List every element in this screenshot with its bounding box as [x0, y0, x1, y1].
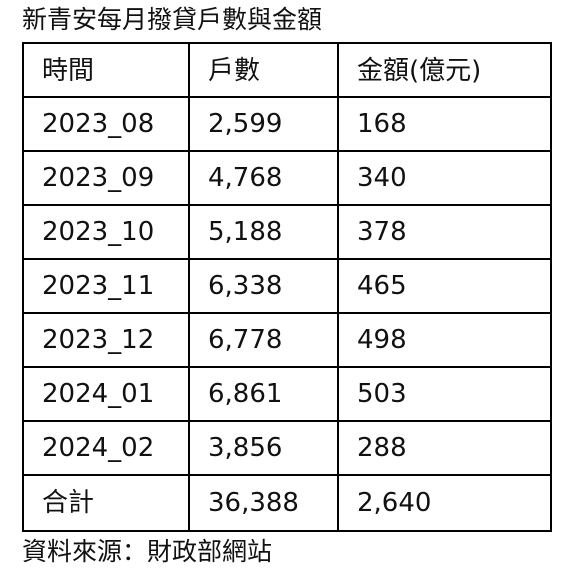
data-row: 2023_11 6,338 465 — [22, 258, 552, 314]
cell: 3,856 — [188, 420, 339, 476]
data-row: 2023_10 5,188 378 — [22, 204, 552, 260]
header-cell: 戶數 — [188, 42, 339, 98]
header-cell: 時間 — [22, 42, 190, 98]
data-row: 2024_02 3,856 288 — [22, 420, 552, 476]
cell: 465 — [337, 258, 552, 314]
cell: 6,778 — [188, 312, 339, 368]
cell: 6,861 — [188, 366, 339, 422]
cell: 4,768 — [188, 150, 339, 206]
cell: 6,338 — [188, 258, 339, 314]
cell: 2023_09 — [22, 150, 190, 206]
cell: 36,388 — [188, 474, 339, 532]
cell: 2024_02 — [22, 420, 190, 476]
cell: 2023_08 — [22, 96, 190, 152]
data-row: 2023_09 4,768 340 — [22, 150, 552, 206]
title: 新青安每月撥貸戶數與金額 — [22, 5, 323, 34]
table: 時間 戶數 金額(億元) 2023_08 2,599 168 2023_09 4,768 340… — [22, 42, 552, 532]
data-row: 2023_12 6,778 498 — [22, 312, 552, 368]
cell: 168 — [337, 96, 552, 152]
data-row: 2024_01 6,861 503 — [22, 366, 552, 422]
cell: 340 — [337, 150, 552, 206]
cell: 2024_01 — [22, 366, 190, 422]
total-row: 合計 36,388 2,640 — [22, 474, 552, 532]
cell: 498 — [337, 312, 552, 368]
cell: 2023_12 — [22, 312, 190, 368]
cell: 5,188 — [188, 204, 339, 260]
table-body: 時間 戶數 金額(億元) 2023_08 2,599 168 2023_09 4,768 340… — [22, 42, 552, 532]
header-row: 時間 戶數 金額(億元) — [22, 42, 552, 98]
cell: 合計 — [22, 474, 190, 532]
cell: 2,599 — [188, 96, 339, 152]
cell: 2023_11 — [22, 258, 190, 314]
source: 資料來源：財政部網站 — [22, 537, 273, 566]
cell: 503 — [337, 366, 552, 422]
cell: 288 — [337, 420, 552, 476]
data-row: 2023_08 2,599 168 — [22, 96, 552, 152]
cell: 2023_10 — [22, 204, 190, 260]
cell: 2,640 — [337, 474, 552, 532]
header-cell: 金額(億元) — [337, 42, 552, 98]
cell: 378 — [337, 204, 552, 260]
